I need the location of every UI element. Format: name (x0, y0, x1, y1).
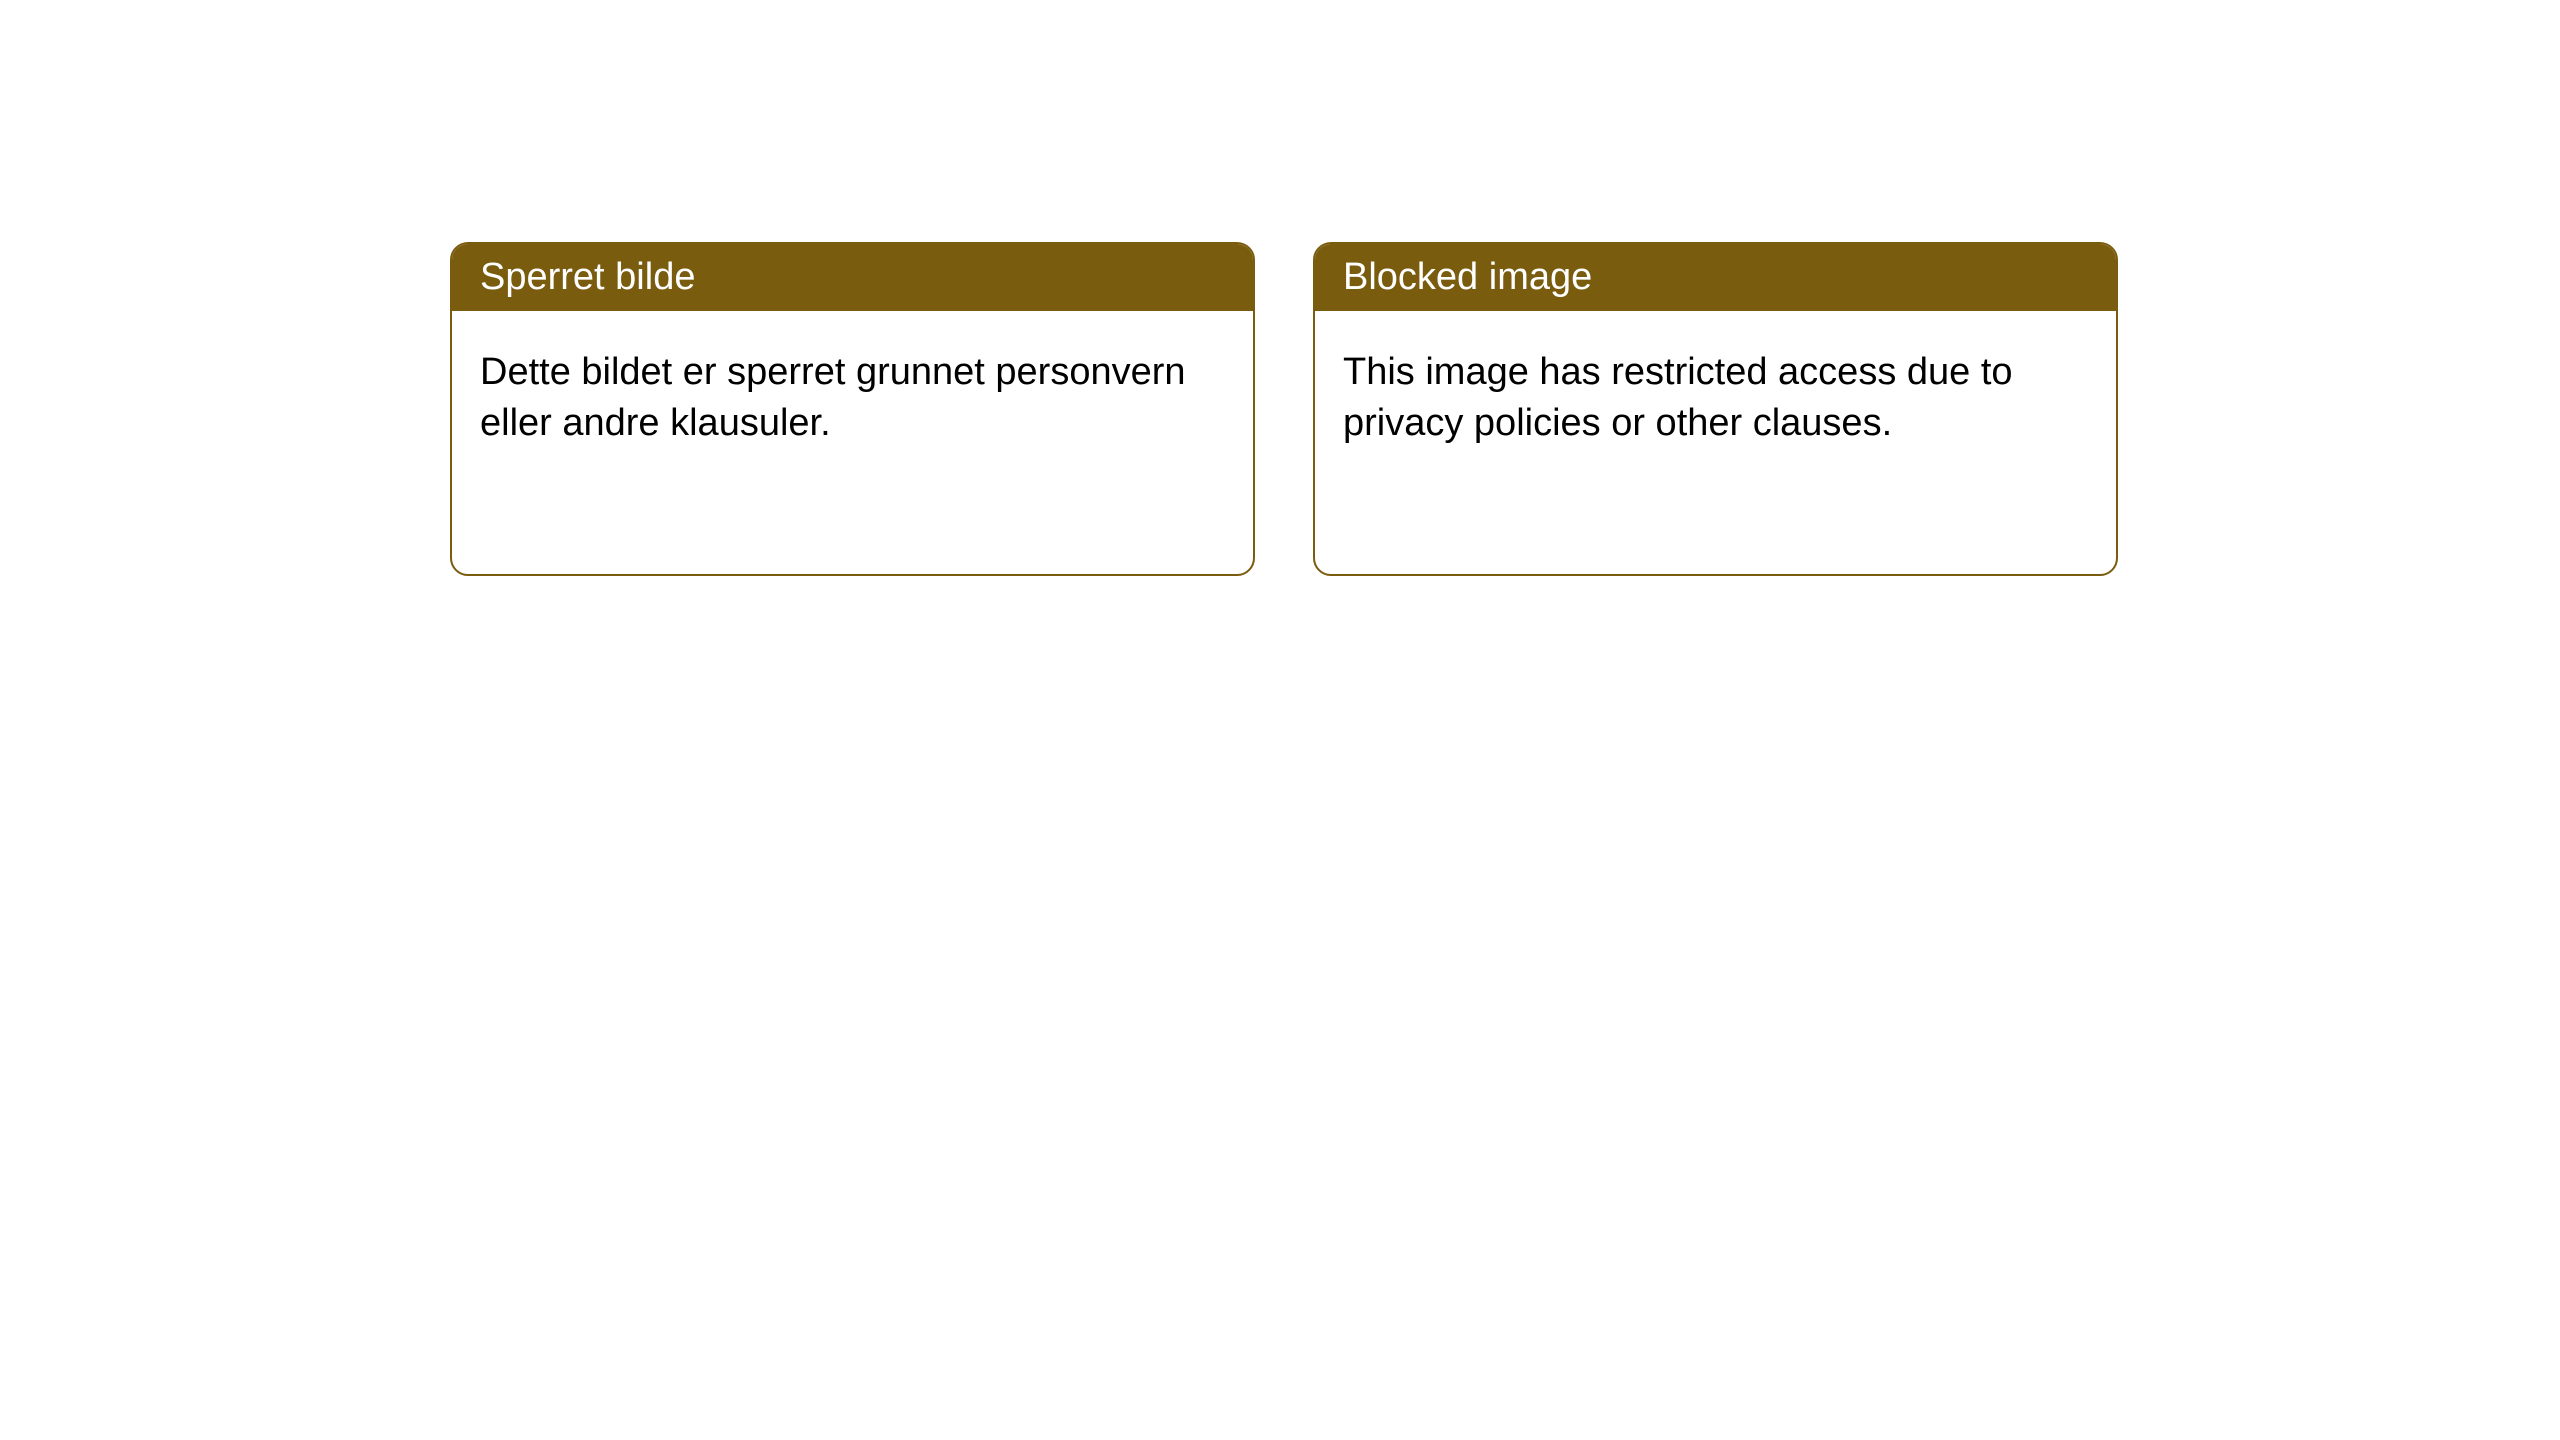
notice-card-english: Blocked image This image has restricted … (1313, 242, 2118, 576)
notice-card-norwegian: Sperret bilde Dette bildet er sperret gr… (450, 242, 1255, 576)
notice-body-norwegian: Dette bildet er sperret grunnet personve… (452, 311, 1253, 486)
notice-header-norwegian: Sperret bilde (452, 244, 1253, 311)
notice-header-english: Blocked image (1315, 244, 2116, 311)
notices-container: Sperret bilde Dette bildet er sperret gr… (0, 0, 2560, 576)
notice-body-english: This image has restricted access due to … (1315, 311, 2116, 486)
